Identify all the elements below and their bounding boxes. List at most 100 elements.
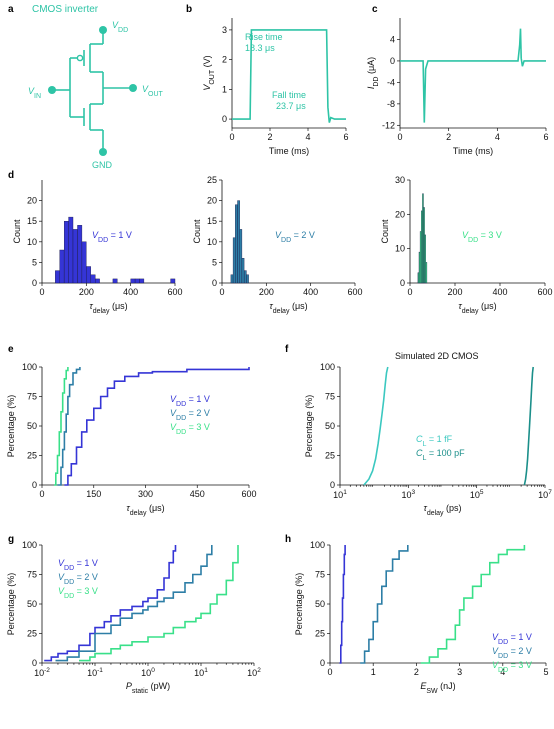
y-axis-title: Percentage (%) [6, 573, 16, 636]
histogram-bar [86, 266, 91, 284]
y-tick-label: 15 [207, 216, 217, 226]
y-tick-label: 75 [27, 570, 37, 580]
y-tick-label: 0 [390, 56, 395, 66]
histogram-bar [232, 237, 236, 284]
vout-label: VOUT [142, 84, 164, 98]
x-axis-title: τdelay (μs) [269, 301, 307, 315]
y-tick-label: 0 [330, 480, 335, 490]
y-tick-label: 10 [27, 237, 37, 247]
y-tick-label: 15 [27, 216, 37, 226]
x-axis-title: τdelay (ps) [423, 503, 461, 517]
y-tick-label: 0 [212, 278, 217, 288]
legend-entry: VDD = 1 V [58, 558, 98, 572]
histogram-bar [424, 234, 426, 284]
y-tick-label: -12 [382, 120, 395, 130]
x-tick-label: 400 [123, 287, 138, 297]
x-tick-label: 0 [39, 489, 44, 499]
histogram-bar [134, 278, 140, 284]
histogram-bar [235, 204, 238, 284]
cdf-line [54, 367, 69, 486]
x-tick-label: 1 [371, 667, 376, 677]
panel-label-f: f [285, 344, 289, 355]
y-axis-title: Percentage (%) [304, 395, 314, 458]
legend-entry: VDD = 2 V [58, 572, 98, 586]
x-tick-label: 103 [402, 489, 416, 500]
histogram-bar [425, 262, 428, 284]
histogram-bar [419, 231, 422, 284]
histogram-bar [90, 274, 96, 284]
y-tick-label: 0 [400, 278, 405, 288]
panel-label-a: a [8, 4, 14, 15]
y-axis-title: Count [192, 219, 202, 244]
cdf-line [523, 366, 534, 486]
histogram-bar [112, 278, 118, 284]
y-tick-label: 20 [395, 209, 405, 219]
x-tick-label: 102 [247, 667, 261, 678]
legend-entry: VDD = 3 V [170, 422, 210, 436]
vout-trace [232, 29, 346, 123]
y-tick-label: 3 [222, 25, 227, 35]
x-tick-label: 400 [492, 287, 507, 297]
y-tick-label: 0 [320, 658, 325, 668]
x-tick-label: 0 [229, 132, 234, 142]
y-tick-label: 10 [207, 237, 217, 247]
histogram-bar [239, 229, 243, 284]
idd-trace [400, 28, 546, 123]
vout-terminal [129, 84, 137, 92]
y-tick-label: -8 [387, 99, 395, 109]
pmos-bubble [76, 54, 84, 62]
x-axis-title: τdelay (μs) [126, 503, 164, 517]
x-tick-label: 600 [347, 287, 362, 297]
y-tick-label: 20 [27, 196, 37, 206]
y-tick-label: 100 [22, 362, 37, 372]
y-tick-label: 100 [320, 362, 335, 372]
y-tick-label: 5 [32, 257, 37, 267]
histogram-bar [241, 258, 245, 284]
y-tick-label: 4 [390, 34, 395, 44]
y-tick-label: 25 [325, 451, 335, 461]
legend-entry: VDD = 2 V [492, 646, 532, 660]
x-tick-label: 105 [470, 489, 484, 500]
y-tick-label: 20 [207, 196, 217, 206]
legend-entry: VDD = 2 V [170, 408, 210, 422]
cdf-line [360, 545, 409, 664]
histogram-bar [139, 278, 145, 284]
y-tick-label: 100 [310, 540, 325, 550]
histogram-legend: VDD = 3 V [462, 230, 502, 244]
histogram-bar [130, 278, 136, 284]
histogram-bar [246, 274, 249, 284]
x-tick-label: 600 [241, 489, 256, 499]
y-tick-label: 50 [27, 599, 37, 609]
y-tick-label: 50 [27, 421, 37, 431]
x-axis-title: ESW (nJ) [420, 681, 455, 695]
x-tick-label: 2 [446, 132, 451, 142]
histogram-bar [72, 229, 78, 284]
x-axis-title: Pstatic (pW) [126, 681, 170, 695]
y-tick-label: 50 [315, 599, 325, 609]
cdf-line [339, 545, 346, 664]
x-tick-label: 5 [543, 667, 548, 677]
sim-annotation: Simulated 2D CMOS [395, 351, 479, 361]
y-axis-title: VOUT (V) [202, 55, 216, 90]
y-tick-label: 75 [325, 392, 335, 402]
y-tick-label: 5 [212, 257, 217, 267]
y-tick-label: 25 [315, 629, 325, 639]
histogram-bar [59, 249, 65, 284]
y-tick-label: 0 [222, 114, 227, 124]
vdd-label: VDD [112, 20, 128, 34]
y-axis-title: Percentage (%) [6, 395, 16, 458]
cdf-line [64, 367, 250, 486]
histogram-legend: VDD = 2 V [275, 230, 315, 244]
y-axis-title: Percentage (%) [294, 573, 304, 636]
x-axis-title: Time (ms) [269, 146, 309, 156]
y-tick-label: 25 [207, 175, 217, 185]
x-tick-label: 300 [138, 489, 153, 499]
histogram-bar [63, 220, 69, 284]
histogram-bar [77, 225, 83, 284]
histogram-bar [170, 278, 176, 284]
x-tick-label: 0 [397, 132, 402, 142]
panel-label-b: b [186, 4, 192, 15]
x-tick-label: 0 [219, 287, 224, 297]
histogram-legend: VDD = 1 V [92, 230, 132, 244]
